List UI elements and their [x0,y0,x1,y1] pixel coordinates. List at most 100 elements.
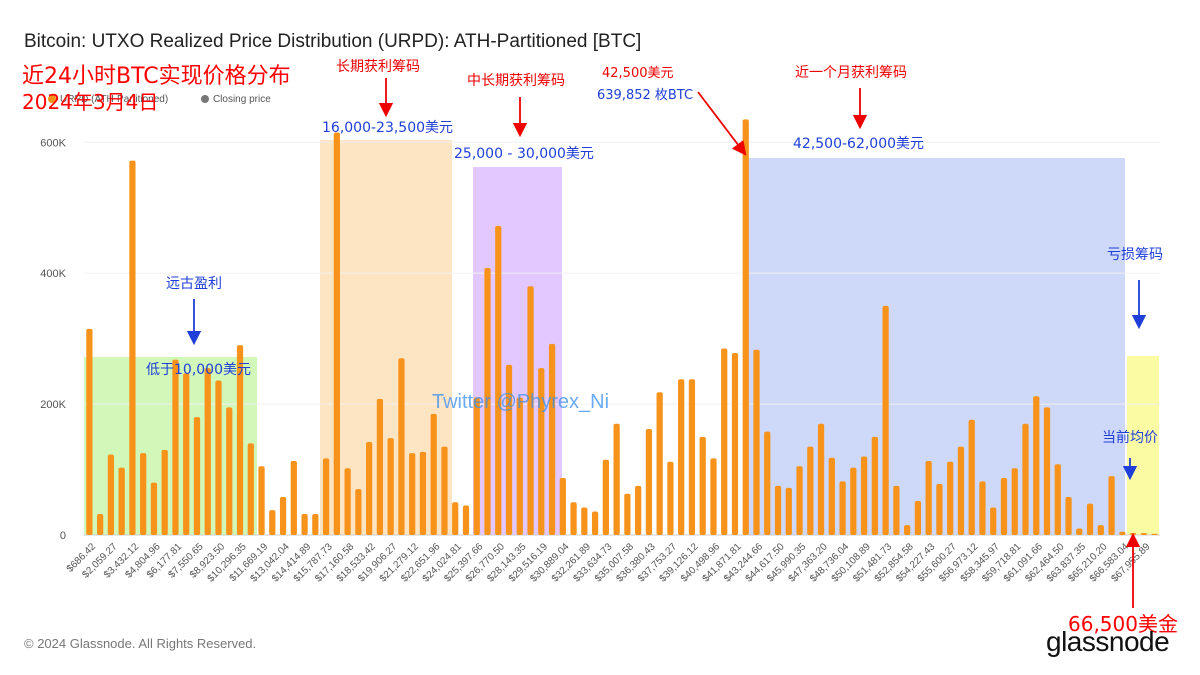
bar[interactable] [721,348,728,535]
bar[interactable] [1119,531,1126,535]
bar[interactable] [785,487,792,535]
bar[interactable] [312,514,319,535]
bar[interactable] [753,349,760,535]
bar[interactable] [731,353,739,535]
bar[interactable] [484,267,491,535]
bar[interactable] [538,368,545,535]
bar[interactable] [290,461,297,535]
bar[interactable] [1076,528,1083,535]
bar[interactable] [107,454,115,535]
bar[interactable] [548,343,556,535]
bar[interactable] [699,436,706,535]
bar[interactable] [452,502,459,535]
bar[interactable] [97,514,104,535]
bar[interactable] [979,481,986,535]
bar[interactable] [591,511,599,535]
bar[interactable] [904,525,911,535]
bar[interactable] [193,417,201,535]
bar[interactable] [279,497,287,535]
bar[interactable] [678,379,685,535]
bar[interactable] [602,459,609,535]
bar[interactable] [968,419,975,535]
bar[interactable] [1033,396,1040,535]
bar[interactable] [129,160,136,535]
bar[interactable] [807,446,814,535]
bar[interactable] [1097,525,1104,535]
bar[interactable] [742,119,749,536]
bar[interactable] [473,397,480,535]
legend-item-closing[interactable]: Closing price [200,94,271,105]
bar[interactable] [236,345,244,535]
bar[interactable] [947,461,954,535]
bar[interactable] [1054,464,1061,535]
bar[interactable] [387,438,394,535]
bar[interactable] [150,482,158,535]
bar[interactable] [871,436,878,535]
bar[interactable] [322,458,330,535]
bar[interactable] [656,392,663,535]
bar[interactable] [226,407,233,535]
bar[interactable] [613,423,620,535]
bar[interactable] [635,485,642,535]
bar[interactable] [1140,533,1147,535]
bar[interactable] [355,489,362,535]
bar[interactable] [957,446,965,535]
bar[interactable] [1065,497,1072,535]
bar[interactable] [505,364,513,535]
bar[interactable] [527,286,534,535]
bar[interactable] [344,468,351,535]
bar[interactable] [570,502,577,535]
bar[interactable] [441,446,448,535]
bar[interactable] [936,483,943,535]
bar[interactable] [215,380,222,535]
bar[interactable] [1108,476,1115,535]
bar[interactable] [333,132,340,535]
bar[interactable] [183,373,190,535]
bar[interactable] [764,431,771,535]
bar[interactable] [161,449,168,535]
bar[interactable] [559,478,566,535]
bar[interactable] [817,423,825,535]
bar[interactable] [645,428,653,535]
bar[interactable] [710,458,717,535]
bar[interactable] [409,453,416,535]
bar[interactable] [850,467,857,535]
bar[interactable] [688,379,696,535]
bar[interactable] [462,505,470,535]
bar[interactable] [516,397,523,535]
bar[interactable] [366,442,373,535]
bar[interactable] [1129,533,1137,535]
bar[interactable] [269,510,276,535]
bar[interactable] [301,514,308,535]
bar[interactable] [828,457,835,535]
bar[interactable] [882,305,889,535]
bar[interactable] [376,398,384,535]
bar[interactable] [419,451,427,535]
bar[interactable] [914,500,922,535]
bar[interactable] [581,507,588,535]
bar[interactable] [1022,423,1029,535]
bar[interactable] [1043,407,1051,535]
bar[interactable] [172,359,179,535]
bar[interactable] [495,226,502,536]
bar[interactable] [430,413,437,535]
bar[interactable] [86,328,93,535]
bar[interactable] [925,461,932,535]
bar[interactable] [1000,478,1008,535]
bar[interactable] [118,467,125,535]
bar[interactable] [893,485,900,535]
legend-item-urpd[interactable]: URPD (ATH-Partitioned) [48,94,168,105]
bar[interactable] [398,358,405,535]
bar[interactable] [860,456,868,535]
bar[interactable] [247,443,254,535]
bar[interactable] [1151,533,1158,535]
bar[interactable] [624,493,631,535]
bar[interactable] [140,453,147,535]
bar[interactable] [258,466,265,535]
bar[interactable] [204,368,211,535]
bar[interactable] [796,466,803,535]
bar[interactable] [1086,503,1094,535]
bar[interactable] [1011,468,1018,535]
bar[interactable] [667,461,674,535]
bar[interactable] [774,485,782,535]
